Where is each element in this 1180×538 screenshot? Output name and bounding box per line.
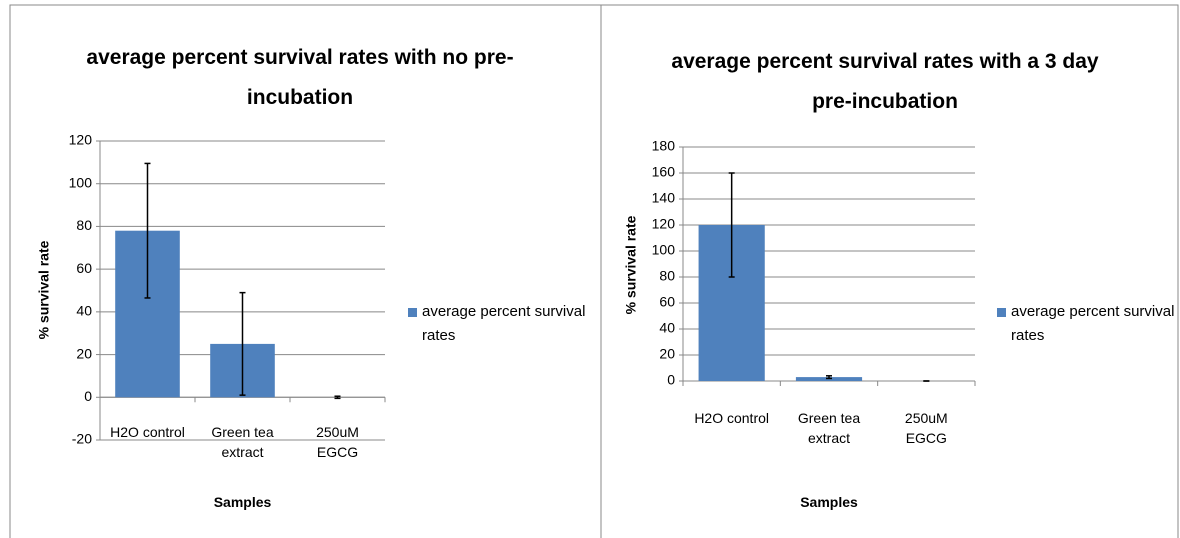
x-tick-label: 250uM EGCG <box>316 424 359 460</box>
y-tick-label: 40 <box>76 303 92 319</box>
y-axis-title: % survival rate <box>623 215 639 314</box>
y-tick-label: 20 <box>76 345 92 361</box>
error-bar <box>334 395 341 400</box>
x-tick-label: Green tea extract <box>211 424 274 460</box>
x-tick-label: 250uM EGCG <box>904 410 948 446</box>
y-tick-label: 20 <box>659 346 675 362</box>
y-tick-label: 120 <box>69 132 93 148</box>
chart-title: average percent survival rates with no p… <box>86 46 514 109</box>
x-axis-title: Samples <box>213 494 272 510</box>
error-bar <box>144 162 151 299</box>
y-tick-label: 60 <box>76 260 92 276</box>
y-tick-label: 60 <box>659 294 675 310</box>
error-bar <box>239 291 246 396</box>
legend-swatch <box>408 308 417 317</box>
y-tick-label: 180 <box>652 138 676 154</box>
chart-title: average percent survival rates with a 3 … <box>671 50 1099 113</box>
y-tick-label: 0 <box>667 372 675 388</box>
y-tick-label: 160 <box>652 164 676 180</box>
error-bar <box>728 172 735 278</box>
x-tick-label: H2O control <box>110 424 185 440</box>
x-tick-label: H2O control <box>694 410 770 426</box>
error-bar <box>826 375 832 380</box>
y-tick-label: 80 <box>659 268 675 284</box>
x-axis-title: Samples <box>800 494 858 510</box>
frame <box>9 4 1179 538</box>
y-tick-label: 120 <box>652 216 676 232</box>
legend-label: average percent survival rates <box>1011 303 1175 344</box>
x-tick-label: Green tea extract <box>797 410 861 446</box>
y-axis-title: % survival rate <box>36 240 52 339</box>
legend-label: average percent survival rates <box>422 303 586 344</box>
legend-swatch <box>997 308 1006 317</box>
y-tick-label: 100 <box>69 174 93 190</box>
y-tick-label: -20 <box>72 431 92 447</box>
y-tick-label: 140 <box>652 190 676 206</box>
y-tick-label: 100 <box>652 242 676 258</box>
y-tick-label: 80 <box>76 217 92 233</box>
y-tick-label: 40 <box>659 320 675 336</box>
y-tick-label: 0 <box>84 388 92 404</box>
